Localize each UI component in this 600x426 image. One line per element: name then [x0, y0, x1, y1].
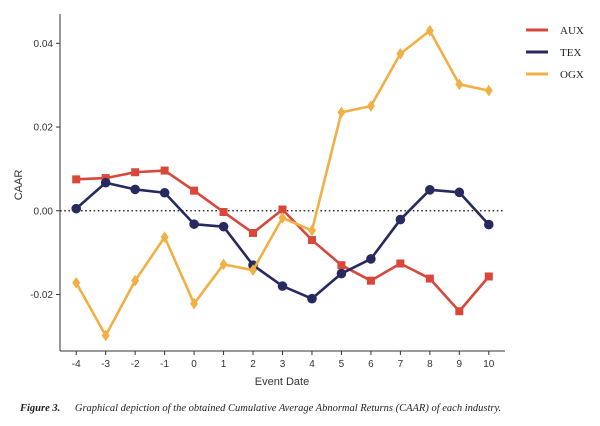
- x-tick-label: 10: [483, 359, 495, 370]
- data-point-ogx: [337, 106, 346, 119]
- data-point-ogx: [131, 274, 140, 287]
- x-tick-label: -4: [72, 359, 81, 370]
- data-point-tex: [307, 293, 317, 304]
- x-axis-title: Event Date: [255, 376, 309, 388]
- data-point-ogx: [160, 231, 169, 243]
- data-point-ogx: [190, 297, 199, 310]
- data-point-ogx: [396, 47, 405, 60]
- data-point-aux: [425, 274, 434, 283]
- data-point-tex: [159, 187, 170, 198]
- data-point-ogx: [278, 212, 287, 224]
- data-point-aux: [72, 175, 81, 184]
- data-point-tex: [395, 214, 406, 225]
- y-tick-label: 0.04: [34, 39, 54, 50]
- data-point-aux: [307, 236, 316, 245]
- legend-label: AUX: [560, 25, 584, 37]
- data-point-tex: [130, 184, 140, 195]
- data-point-ogx: [307, 224, 316, 237]
- data-point-aux: [455, 307, 464, 316]
- data-point-aux: [160, 166, 169, 175]
- legend: AUX TEX OGX: [526, 25, 584, 81]
- data-point-ogx: [366, 100, 375, 112]
- data-point-aux: [219, 208, 228, 217]
- data-point-tex: [277, 281, 288, 291]
- data-point-ogx: [425, 24, 434, 37]
- x-tick-label: 5: [339, 359, 345, 370]
- data-point-tex: [218, 221, 229, 232]
- data-point-aux: [278, 205, 287, 214]
- y-axis-title: CAAR: [13, 170, 25, 201]
- x-tick-label: 2: [250, 359, 256, 370]
- data-point-ogx: [101, 329, 110, 342]
- data-point-tex: [71, 203, 82, 214]
- x-tick-label: -2: [131, 359, 140, 370]
- data-point-aux: [366, 276, 375, 285]
- x-tick-label: 3: [280, 359, 286, 370]
- data-point-tex: [454, 187, 465, 198]
- y-tick-label: 0.00: [34, 206, 54, 217]
- figure-caption-text: Graphical depiction of the obtained Cumu…: [74, 403, 502, 414]
- x-tick-label: 6: [368, 359, 374, 370]
- x-tick-label: 7: [398, 359, 404, 370]
- y-tick-label: 0.02: [34, 123, 54, 134]
- series-aux: [72, 166, 493, 316]
- data-point-ogx: [72, 276, 81, 289]
- legend-item-tex: TEX: [526, 47, 581, 59]
- data-point-aux: [484, 272, 493, 281]
- series-group: [71, 24, 494, 342]
- data-point-tex: [189, 219, 199, 229]
- data-point-tex: [366, 254, 376, 264]
- data-point-ogx: [219, 258, 228, 271]
- data-point-tex: [336, 268, 347, 279]
- legend-label: OGX: [560, 69, 584, 81]
- legend-item-ogx: OGX: [526, 69, 584, 81]
- data-point-tex: [100, 177, 111, 188]
- legend-label: TEX: [560, 47, 581, 59]
- x-tick-label: -3: [101, 359, 110, 370]
- axes: -0.02 0.00 0.02 0.04 -4 -3 -2 -1 0 1 2 3 4 5 6 7 8 9 10: [30, 14, 505, 370]
- data-point-ogx: [484, 84, 493, 97]
- x-tick-label: 0: [191, 359, 197, 370]
- data-point-ogx: [455, 78, 464, 91]
- x-tick-label: 9: [457, 359, 463, 370]
- data-point-aux: [249, 228, 258, 237]
- data-point-aux: [396, 259, 405, 268]
- figure-label: Figure 3.: [20, 403, 61, 414]
- x-tick-label: 1: [221, 359, 227, 370]
- x-tick-label: 4: [309, 359, 315, 370]
- data-point-tex: [483, 219, 494, 230]
- data-point-aux: [131, 168, 140, 177]
- figure-caption: Figure 3. Graphical depiction of the obt…: [20, 403, 595, 414]
- series-ogx: [72, 24, 493, 342]
- chart: -0.02 0.00 0.02 0.04 -4 -3 -2 -1 0 1 2 3 4 5 6 7 8 9 10 AU…: [13, 14, 584, 388]
- data-point-tex: [425, 185, 435, 195]
- data-point-aux: [337, 261, 346, 270]
- y-tick-label: -0.02: [30, 290, 53, 301]
- legend-item-aux: AUX: [526, 25, 584, 37]
- x-tick-label: 8: [427, 359, 433, 370]
- data-point-ogx: [249, 264, 258, 277]
- x-tick-label: -1: [160, 359, 169, 370]
- data-point-aux: [190, 186, 199, 195]
